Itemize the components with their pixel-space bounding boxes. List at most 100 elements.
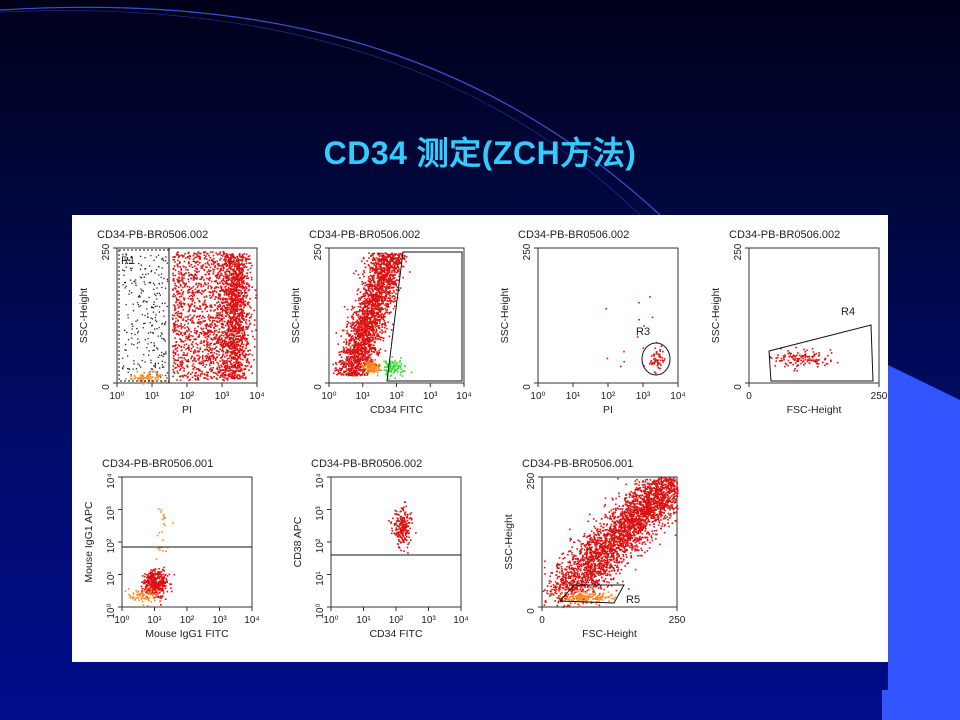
plot-file-name: CD34-PB-BR0506.001 — [522, 458, 633, 470]
x-tick-label: 250 — [669, 615, 686, 626]
dot-plot-4: CD34-PB-BR0506.002 SSC-Height FSC-Height 0 2… — [710, 229, 888, 416]
plot-file-name: CD34-PB-BR0506.002 — [311, 458, 422, 470]
slide-title: CD34 测定(ZCH方法) — [323, 135, 637, 171]
y-tick-label: 250 — [526, 472, 537, 489]
events-red — [542, 477, 679, 609]
x-tick-label: 10⁴ — [456, 391, 471, 402]
events-red — [332, 252, 411, 377]
x-axis-label: FSC-Height — [582, 628, 637, 640]
dot-plot-3: CD34-PB-BR0506.002 SSC-Height PI 10⁰ 10¹ 10² 1… — [499, 229, 686, 416]
plot-file-name: CD34-PB-BR0506.002 — [518, 229, 629, 241]
y-tick-label: 250 — [101, 243, 112, 260]
y-tick-label: 0 — [101, 384, 112, 390]
dot-plot-1: CD34-PB-BR0506.002 SSC-Height PI 10⁰ 10¹ 10² 1… — [78, 229, 265, 416]
x-tick-label: 10¹ — [147, 615, 162, 626]
y-tick-label: 0 — [313, 384, 324, 390]
gate-label: R4 — [841, 306, 855, 318]
gate-label: R1 — [121, 255, 135, 267]
decor-arc — [0, 6, 661, 216]
plot-frame — [748, 247, 880, 384]
events-orange — [124, 586, 161, 607]
x-tick-label: 10⁴ — [670, 391, 685, 402]
y-tick-label: 10² — [106, 538, 117, 553]
x-axis-label: Mouse IgG1 FITC — [145, 628, 229, 640]
y-tick-label: 10⁴ — [315, 473, 326, 488]
y-tick-label: 250 — [733, 243, 744, 260]
plot-frame — [116, 247, 258, 384]
y-tick-label: 250 — [313, 243, 324, 260]
dot-plot-2: CD34-PB-BR0506.002 SSC-Height CD34 FITC 10⁰… — [290, 229, 472, 416]
dot-plot-7: CD34-PB-BR0506.001 SSC-Height FSC-Height 0 2… — [503, 458, 686, 640]
x-tick-label: 10⁰ — [321, 391, 336, 402]
x-tick-label: 10³ — [423, 391, 438, 402]
x-tick-label: 10⁴ — [249, 391, 264, 402]
gate-polygon — [386, 251, 463, 382]
x-tick-label: 10² — [389, 615, 404, 626]
x-tick-label: 10³ — [421, 615, 436, 626]
x-tick-label: 10⁰ — [530, 391, 545, 402]
y-tick-label: 10⁴ — [106, 473, 117, 488]
events-orange — [361, 359, 381, 375]
y-tick-label: 10³ — [315, 506, 326, 521]
y-axis-label: SSC-Height — [78, 288, 90, 344]
x-tick-label: 250 — [871, 391, 888, 402]
events-orange-sparse — [155, 508, 174, 569]
y-tick-label: 0 — [522, 384, 533, 390]
x-axis-label: PI — [603, 404, 613, 416]
x-tick-label: 10¹ — [356, 391, 371, 402]
decor-arc-2 — [0, 10, 641, 216]
plot-frame — [330, 476, 462, 608]
y-tick-label: 0 — [733, 384, 744, 390]
x-tick-label: 10³ — [636, 391, 651, 402]
dot-plots: CD34-PB-BR0506.002 SSC-Height PI 10⁰ 10¹ 10² 1… — [78, 229, 888, 640]
gate-r4 — [768, 324, 874, 382]
y-tick-label: 10² — [315, 538, 326, 553]
x-tick-label: 10⁰ — [109, 391, 124, 402]
y-tick-label: 10³ — [106, 506, 117, 521]
events-red-dense — [204, 253, 258, 380]
x-tick-label: 10⁰ — [323, 615, 338, 626]
x-tick-label: 10³ — [215, 391, 230, 402]
events-red — [388, 501, 417, 554]
events-red-sparse — [605, 296, 659, 368]
y-tick-label: 10⁰ — [106, 603, 117, 618]
x-tick-label: 10⁴ — [453, 615, 468, 626]
y-tick-label: 250 — [522, 243, 533, 260]
gate-r1 — [118, 249, 170, 382]
x-tick-label: 10⁰ — [114, 615, 129, 626]
x-axis-label: CD34 FITC — [369, 628, 423, 640]
y-tick-label: 10⁰ — [315, 603, 326, 618]
x-tick-label: 10¹ — [356, 615, 371, 626]
x-axis-label: CD34 FITC — [370, 404, 424, 416]
plot-frame — [541, 476, 678, 608]
decor-band — [882, 365, 960, 720]
plot-file-name: CD34-PB-BR0506.002 — [729, 229, 840, 241]
x-tick-label: 10² — [389, 391, 404, 402]
x-tick-label: 10² — [180, 615, 195, 626]
y-axis-label: SSC-Height — [290, 288, 302, 344]
gate-label: R3 — [636, 326, 650, 338]
x-tick-label: 10¹ — [145, 391, 160, 402]
flow-cytometry-figure: CD34-PB-BR0506.002 SSC-Height PI 10⁰ 10¹ 10² 1… — [72, 215, 888, 662]
events-red — [140, 566, 176, 606]
x-axis-label: PI — [182, 404, 192, 416]
gate-r3 — [641, 342, 671, 376]
plot-file-name: CD34-PB-BR0506.002 — [309, 229, 420, 241]
events-black — [122, 253, 169, 379]
y-axis-label: SSC-Height — [499, 288, 511, 344]
plot-file-name: CD34-PB-BR0506.002 — [97, 229, 208, 241]
dot-plot-5: CD34-PB-BR0506.001 Mouse IgG1 APC Mouse Ig… — [83, 458, 260, 640]
y-axis-label: CD38 APC — [292, 516, 304, 567]
x-tick-label: 10³ — [212, 615, 227, 626]
y-axis-label: Mouse IgG1 APC — [83, 501, 95, 583]
x-tick-label: 10² — [601, 391, 616, 402]
y-tick-label: 0 — [526, 608, 537, 614]
y-tick-label: 10¹ — [315, 571, 326, 586]
x-tick-label: 0 — [539, 615, 545, 626]
gate-label: R5 — [626, 594, 640, 606]
x-tick-label: 10¹ — [566, 391, 581, 402]
events-red — [769, 346, 839, 372]
x-tick-label: 10² — [180, 391, 195, 402]
